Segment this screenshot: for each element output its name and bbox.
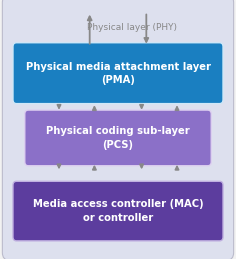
Text: Media access controller (MAC)
or controller: Media access controller (MAC) or control… [33, 199, 203, 223]
Text: Physical media attachment layer
(PMA): Physical media attachment layer (PMA) [25, 62, 211, 85]
FancyBboxPatch shape [25, 110, 211, 166]
FancyBboxPatch shape [13, 181, 223, 241]
Text: Physical coding sub-layer
(PCS): Physical coding sub-layer (PCS) [46, 126, 190, 149]
FancyBboxPatch shape [13, 43, 223, 104]
Text: Physical layer (PHY): Physical layer (PHY) [87, 23, 177, 32]
